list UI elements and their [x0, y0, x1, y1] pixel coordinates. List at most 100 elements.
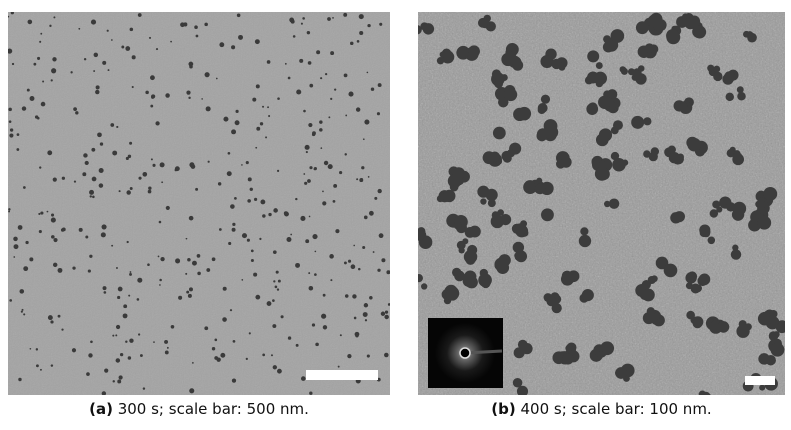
particle: [97, 132, 102, 137]
particle: [93, 70, 95, 72]
particle: [237, 13, 241, 17]
particle: [345, 153, 347, 155]
particle: [480, 198, 486, 204]
particle: [137, 278, 142, 283]
particle: [47, 211, 49, 213]
particle: [638, 65, 645, 72]
particle: [212, 347, 215, 350]
particle: [241, 279, 243, 281]
particle: [262, 214, 265, 217]
particle: [334, 89, 336, 91]
particle: [733, 202, 747, 216]
particle: [53, 263, 57, 267]
particle: [118, 287, 123, 292]
particle: [267, 106, 269, 108]
particle: [119, 375, 123, 379]
particle: [160, 257, 164, 261]
particle: [295, 263, 300, 268]
particle: [737, 92, 746, 101]
particle: [108, 69, 110, 71]
particle: [85, 161, 89, 165]
particle: [621, 68, 628, 75]
particle: [51, 79, 53, 81]
particle: [214, 339, 217, 342]
particle: [631, 116, 644, 129]
particle: [340, 334, 342, 336]
particle: [36, 348, 38, 350]
particle: [166, 206, 170, 210]
particle: [333, 184, 337, 188]
particle: [309, 392, 312, 395]
caption-b: (b) 400 s; scale bar: 100 nm.: [418, 400, 785, 418]
particle: [347, 354, 351, 358]
particle: [339, 171, 342, 174]
particle: [175, 258, 180, 263]
particle: [206, 106, 211, 111]
particle: [671, 26, 677, 32]
particle: [143, 387, 145, 389]
particle: [277, 369, 282, 374]
particle: [319, 128, 323, 132]
particle: [78, 28, 80, 30]
particle: [72, 266, 75, 269]
particle: [490, 152, 500, 162]
particle: [712, 200, 720, 208]
particle: [273, 280, 275, 282]
particle: [94, 53, 98, 57]
caption-label: (b): [491, 400, 515, 418]
particle: [365, 319, 367, 321]
particle: [343, 13, 347, 17]
particle: [160, 162, 165, 167]
particle: [586, 103, 598, 115]
particle: [281, 315, 284, 318]
particle: [302, 17, 305, 20]
particle: [33, 63, 36, 66]
particle: [53, 178, 57, 182]
particle: [440, 52, 446, 58]
particle: [303, 110, 306, 113]
particle: [603, 35, 611, 43]
particle: [70, 71, 72, 73]
particle: [268, 213, 271, 216]
particle: [151, 158, 153, 160]
particle: [148, 190, 152, 194]
particle: [196, 35, 199, 38]
particle: [316, 50, 320, 54]
particle: [377, 269, 380, 272]
particle: [129, 273, 132, 276]
particle: [268, 115, 270, 117]
particle: [350, 42, 353, 45]
particle: [643, 117, 651, 125]
particle: [121, 46, 124, 49]
particle: [304, 182, 307, 185]
particle: [204, 326, 208, 330]
particle: [338, 366, 340, 368]
particle: [700, 277, 708, 285]
particle: [520, 220, 527, 227]
particle: [251, 249, 254, 252]
particle: [330, 279, 332, 281]
particle: [18, 225, 23, 230]
particle: [301, 376, 306, 381]
particle: [21, 311, 23, 313]
particle: [113, 380, 115, 382]
particle: [115, 334, 117, 336]
particle: [17, 133, 20, 136]
particle: [515, 250, 527, 262]
particle: [664, 264, 678, 278]
particle: [16, 148, 19, 151]
particle: [596, 62, 603, 69]
particle: [596, 134, 609, 147]
particle: [92, 177, 97, 182]
particle: [9, 120, 12, 123]
particle: [459, 247, 465, 253]
particle: [611, 29, 625, 43]
particle: [165, 351, 169, 355]
particle: [232, 228, 236, 232]
particle: [61, 228, 65, 232]
particle: [300, 216, 305, 221]
particle: [272, 299, 275, 302]
particle: [513, 108, 526, 121]
particle: [42, 81, 44, 83]
particle: [562, 353, 573, 364]
